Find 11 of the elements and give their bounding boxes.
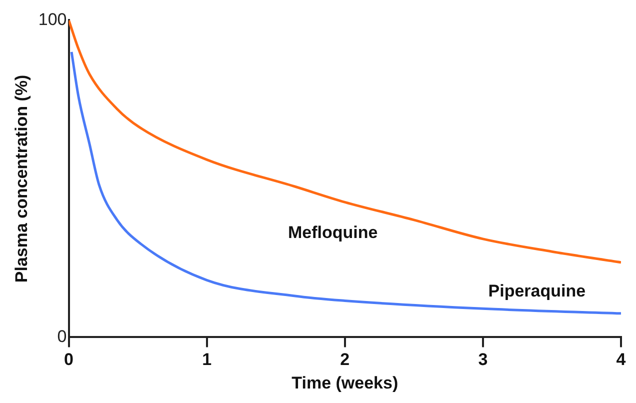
x-tick-label: 2 bbox=[340, 350, 350, 370]
line-series bbox=[70, 50, 621, 315]
y-axis-title: Plasma concentration (%) bbox=[12, 74, 31, 283]
line-series bbox=[68, 20, 621, 264]
x-tick-label: 4 bbox=[616, 350, 626, 370]
series-label: Mefloquine bbox=[288, 223, 378, 242]
x-tick-label: 1 bbox=[202, 350, 212, 370]
x-tick-label: 3 bbox=[478, 350, 488, 370]
series-label: Piperaquine bbox=[488, 282, 586, 301]
x-axis-title: Time (weeks) bbox=[292, 373, 398, 392]
y-tick-label: 100 bbox=[38, 10, 67, 29]
